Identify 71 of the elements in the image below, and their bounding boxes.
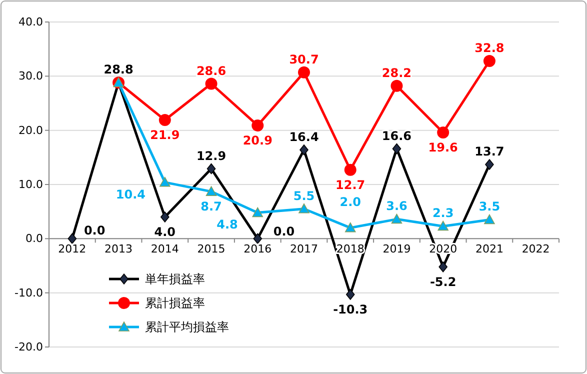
point: [300, 144, 308, 156]
point: [158, 114, 171, 126]
point: [346, 289, 355, 300]
point: [438, 220, 448, 231]
data-label: 16.6: [382, 128, 412, 143]
x-tick-label: 2014: [150, 242, 179, 256]
point: [160, 176, 170, 187]
legend-label: 累計平均損益率: [145, 320, 229, 334]
point: [344, 164, 356, 176]
data-label: -5.2: [430, 274, 456, 289]
point: [390, 80, 403, 92]
data-label: 0.0: [84, 224, 106, 238]
point: [253, 233, 262, 244]
data-label: 5.5: [293, 188, 315, 203]
data-label: 3.6: [386, 199, 408, 214]
point: [438, 261, 448, 272]
data-label: 10.4: [116, 187, 146, 202]
y-tick-label: -20.0: [14, 340, 43, 354]
data-label: 20.9: [242, 133, 272, 148]
legend-label: 単年損益率: [145, 272, 205, 286]
data-label: 30.7: [289, 52, 319, 66]
point: [68, 233, 77, 244]
data-label: 2.3: [432, 206, 454, 220]
data-label: 28.6: [196, 64, 226, 78]
x-tick-label: 2015: [197, 242, 226, 256]
point: [485, 159, 494, 170]
data-label: 0.0: [273, 224, 295, 239]
point: [344, 222, 356, 232]
data-label: 28.8: [104, 62, 134, 77]
point: [391, 214, 402, 224]
y-tick-label: 10.0: [18, 178, 43, 191]
data-label: 3.5: [478, 200, 500, 214]
y-tick-label: 30.0: [18, 70, 43, 83]
x-tick-label: 2021: [475, 242, 504, 256]
data-label: 4.0: [154, 225, 176, 239]
y-tick-label: -10.0: [14, 286, 43, 300]
data-label: 8.7: [200, 200, 222, 214]
x-tick-label: 2013: [104, 242, 133, 256]
data-label: -10.3: [333, 302, 368, 316]
point: [392, 143, 402, 154]
point: [298, 203, 310, 214]
data-label: 19.6: [428, 140, 458, 154]
data-label: 12.7: [336, 178, 366, 192]
point: [298, 66, 310, 78]
y-tick-label: 40.0: [18, 16, 43, 28]
x-tick-label: 2016: [244, 242, 272, 256]
data-label: 32.8: [474, 41, 504, 55]
point: [252, 119, 264, 132]
y-tick-label: 0.0: [26, 232, 43, 246]
x-tick-label: 2017: [290, 242, 318, 256]
point: [437, 126, 450, 138]
data-label: 2.0: [340, 194, 361, 209]
point: [206, 163, 216, 174]
data-label: 21.9: [150, 128, 180, 142]
data-label: 12.9: [196, 148, 226, 163]
x-tick-label: 2022: [522, 242, 550, 256]
data-label: 13.7: [474, 144, 504, 158]
point: [205, 78, 218, 90]
x-tick-label: 2018: [336, 242, 364, 256]
point: [160, 212, 170, 222]
data-label: 28.2: [382, 66, 412, 80]
point: [483, 55, 496, 67]
legend-label: 累計損益率: [145, 296, 205, 310]
point: [206, 186, 217, 196]
x-tick-label: 2012: [58, 242, 86, 256]
x-tick-label: 2019: [382, 242, 411, 256]
data-label: 16.4: [289, 130, 319, 144]
data-label: 4.8: [216, 218, 238, 232]
y-tick-label: 20.0: [18, 124, 43, 137]
point: [252, 207, 264, 218]
point: [484, 214, 495, 224]
